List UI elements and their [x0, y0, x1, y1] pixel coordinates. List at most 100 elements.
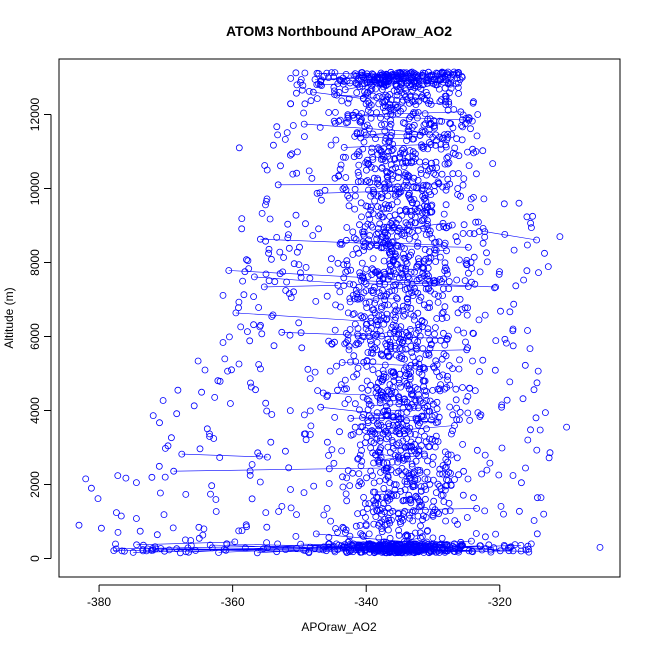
data-point [398, 79, 406, 87]
data-point [391, 211, 399, 219]
data-point [369, 542, 377, 550]
data-point [479, 356, 487, 364]
data-point [432, 238, 440, 246]
data-point [309, 88, 317, 96]
data-point [343, 474, 351, 482]
data-point [424, 543, 432, 551]
data-point [266, 215, 274, 223]
data-point [112, 540, 119, 548]
data-point [409, 86, 416, 94]
data-point [445, 499, 453, 507]
data-point [471, 387, 479, 395]
data-point [387, 516, 395, 524]
data-point [389, 70, 397, 78]
data-point [359, 272, 367, 280]
data-point [464, 304, 472, 312]
data-point [392, 469, 400, 477]
data-point [397, 520, 405, 527]
data-point [376, 220, 384, 228]
data-point [502, 339, 510, 347]
data-point [384, 443, 392, 451]
data-point [394, 458, 402, 466]
data-point [435, 223, 443, 231]
data-point [354, 295, 362, 303]
data-point [394, 420, 402, 428]
data-point [438, 134, 446, 142]
data-point [431, 122, 438, 129]
data-point [333, 362, 340, 370]
data-point [397, 80, 405, 88]
data-point [369, 92, 377, 100]
data-point [395, 527, 403, 534]
data-point [380, 257, 388, 265]
data-point [375, 74, 383, 82]
data-point [246, 467, 254, 475]
data-point [306, 274, 314, 282]
data-point [357, 117, 365, 125]
data-point [221, 355, 229, 363]
data-point [388, 287, 396, 295]
data-point [385, 201, 393, 209]
data-point [219, 291, 227, 299]
data-point [388, 221, 396, 229]
data-point [400, 145, 408, 153]
data-point [425, 284, 433, 292]
data-point [452, 385, 460, 393]
data-point [441, 507, 449, 515]
data-point [408, 390, 416, 398]
data-point [410, 109, 418, 116]
data-point [391, 371, 399, 379]
data-point [405, 235, 413, 243]
data-point [542, 409, 549, 417]
data-point [206, 430, 213, 438]
data-point [343, 261, 351, 268]
data-point [293, 511, 300, 518]
data-point [432, 419, 440, 427]
data-point [495, 270, 503, 278]
data-point [409, 178, 417, 186]
data-point [201, 366, 209, 374]
data-point [153, 531, 161, 539]
data-point [422, 387, 430, 395]
data-point [459, 491, 467, 499]
data-point [394, 190, 402, 198]
data-point [293, 169, 301, 177]
data-point [331, 91, 339, 98]
data-point [518, 479, 525, 487]
data-point [360, 313, 368, 321]
data-point [192, 547, 200, 554]
data-point [418, 72, 426, 80]
data-point [263, 453, 271, 461]
data-point [470, 230, 478, 238]
x-tick-label: -340 [354, 595, 378, 609]
data-point [498, 403, 506, 411]
data-point [533, 446, 541, 454]
data-point [259, 545, 267, 553]
data-point [268, 411, 276, 418]
data-point [267, 438, 275, 446]
data-point [453, 74, 461, 82]
data-point [208, 544, 216, 552]
data-point [359, 531, 366, 539]
data-point [442, 201, 450, 209]
data-point [459, 230, 467, 237]
data-point [287, 100, 295, 108]
data-point [414, 226, 422, 234]
data-point [418, 501, 425, 509]
data-point [313, 95, 321, 102]
data-point [392, 481, 400, 489]
data-point [403, 96, 411, 104]
data-point [278, 328, 286, 336]
data-point [198, 388, 206, 396]
data-point [417, 483, 425, 491]
data-point [425, 435, 433, 443]
data-point [356, 522, 364, 529]
data-point [368, 148, 375, 156]
data-point [413, 277, 421, 285]
data-point [383, 310, 391, 318]
data-point [334, 546, 342, 553]
data-point [373, 506, 381, 514]
data-point [258, 330, 266, 338]
data-point [479, 224, 487, 232]
data-point [345, 95, 353, 103]
